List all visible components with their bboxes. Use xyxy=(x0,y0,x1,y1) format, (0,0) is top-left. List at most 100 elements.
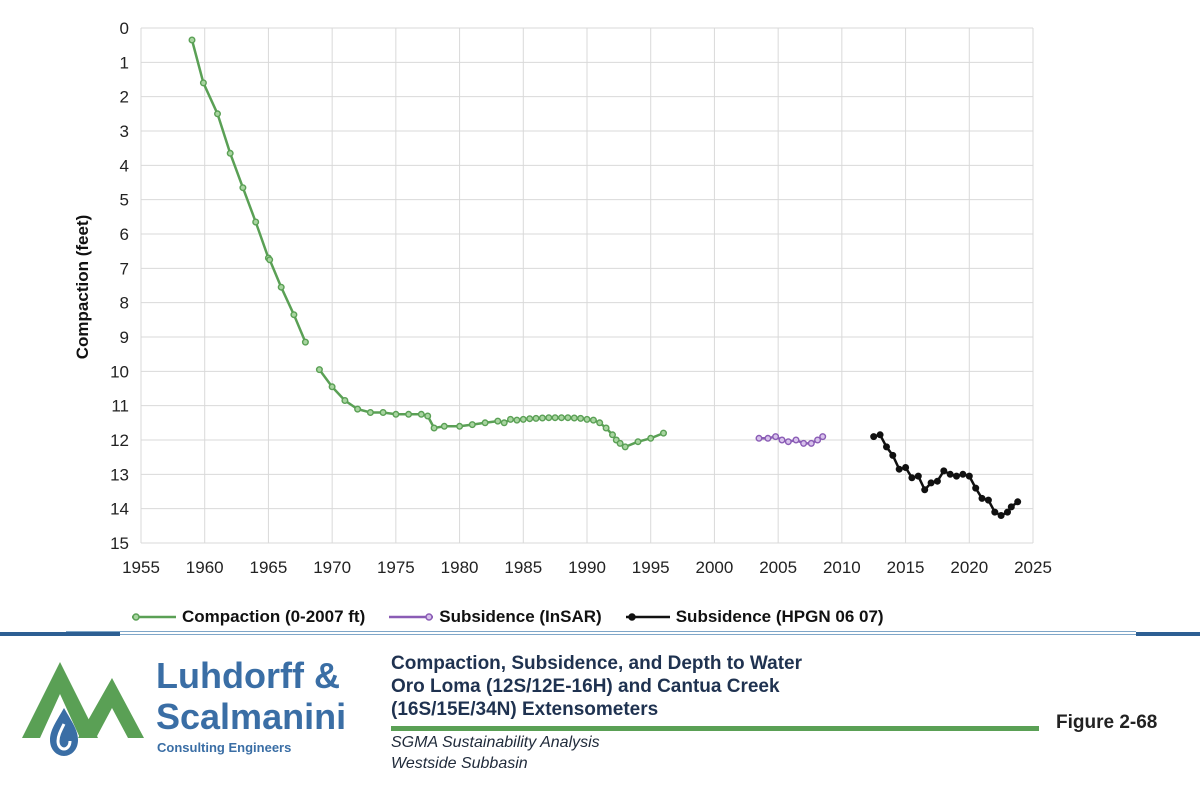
data-point xyxy=(764,434,772,442)
data-point xyxy=(456,422,464,430)
data-point xyxy=(946,470,954,478)
figure-title: Compaction, Subsidence, and Depth to Wat… xyxy=(391,652,802,721)
data-point xyxy=(972,484,980,492)
data-point xyxy=(596,419,604,427)
data-point xyxy=(507,415,515,423)
data-point xyxy=(902,464,910,472)
logo-text-line2: Scalmanini xyxy=(156,696,347,737)
data-point xyxy=(660,429,668,437)
data-point xyxy=(647,434,655,442)
data-point xyxy=(417,410,425,418)
data-point xyxy=(213,110,221,118)
data-point xyxy=(226,149,234,157)
y-tick-label: 14 xyxy=(110,500,129,519)
divider-right xyxy=(1136,632,1200,636)
data-point xyxy=(379,409,387,417)
y-tick-label: 2 xyxy=(120,88,129,107)
data-point xyxy=(589,416,597,424)
y-tick-label: 0 xyxy=(120,19,129,38)
logo-text-line1: Luhdorff & xyxy=(156,655,340,696)
series-layer xyxy=(188,36,1022,520)
legend: Compaction (0-2007 ft) Subsidence (InSAR… xyxy=(130,604,1050,630)
grid xyxy=(140,27,1034,544)
data-point xyxy=(494,417,502,425)
logo-text-line3: Consulting Engineers xyxy=(157,740,292,755)
x-tick-label: 2010 xyxy=(823,558,861,577)
data-point xyxy=(341,397,349,405)
data-point xyxy=(315,366,323,374)
legend-swatch-insar xyxy=(389,613,434,621)
y-axis-label: Compaction (feet) xyxy=(73,215,92,360)
figure-title-line: Compaction, Subsidence, and Depth to Wat… xyxy=(391,653,802,674)
data-point xyxy=(609,431,617,439)
series-1 xyxy=(755,433,827,447)
figure-subtitle-line: SGMA Sustainability Analysis xyxy=(391,734,600,751)
data-point xyxy=(876,431,884,439)
data-point xyxy=(953,472,961,480)
data-point xyxy=(481,419,489,427)
y-tick-label: 11 xyxy=(111,397,129,416)
data-point xyxy=(577,414,585,422)
x-tick-label: 1985 xyxy=(504,558,542,577)
y-tick-label: 13 xyxy=(110,465,129,484)
legend-swatch-compaction xyxy=(132,613,176,621)
x-tick-label: 1980 xyxy=(441,558,479,577)
divider-left xyxy=(0,632,120,636)
x-tick-label: 1995 xyxy=(632,558,670,577)
figure-subtitle-line: Westside Subbasin xyxy=(391,755,528,772)
data-point xyxy=(807,439,815,447)
data-point xyxy=(583,415,591,423)
divider-thin xyxy=(66,631,1136,632)
data-point xyxy=(392,410,400,418)
data-point xyxy=(424,412,432,420)
series-line xyxy=(759,435,824,445)
data-point xyxy=(301,338,309,346)
data-point xyxy=(933,477,941,485)
x-tick-label: 1975 xyxy=(377,558,415,577)
y-tick-label: 4 xyxy=(120,156,129,175)
data-point xyxy=(277,283,285,291)
data-point xyxy=(1014,498,1022,506)
x-tick-label: 1970 xyxy=(313,558,351,577)
figure-subtitle: SGMA Sustainability Analysis Westside Su… xyxy=(391,732,600,774)
data-point xyxy=(328,383,336,391)
data-point xyxy=(621,443,629,451)
data-point xyxy=(895,465,903,473)
legend-label-insar: Subsidence (InSAR) xyxy=(439,607,602,626)
legend-swatch-hpgn xyxy=(625,613,670,621)
divider-mid xyxy=(120,634,1136,635)
data-point xyxy=(513,416,521,424)
data-point xyxy=(914,472,922,480)
data-point xyxy=(908,474,916,482)
data-point xyxy=(814,436,822,444)
x-tick-label: 1960 xyxy=(186,558,224,577)
data-point xyxy=(792,436,800,444)
y-tick-label: 6 xyxy=(120,225,129,244)
data-point xyxy=(545,414,553,422)
y-tick-label: 5 xyxy=(120,191,129,210)
data-point xyxy=(870,433,878,441)
legend-label-compaction: Compaction (0-2007 ft) xyxy=(182,607,366,626)
data-point xyxy=(965,472,973,480)
data-point xyxy=(519,415,527,423)
x-tick-label: 2005 xyxy=(759,558,797,577)
data-point xyxy=(366,409,374,417)
x-tick-label: 2025 xyxy=(1014,558,1052,577)
y-tick-label: 8 xyxy=(120,294,129,313)
data-point xyxy=(199,79,207,87)
data-point xyxy=(921,486,929,494)
data-point xyxy=(440,422,448,430)
data-point xyxy=(984,496,992,504)
data-point xyxy=(290,311,298,319)
y-tick-label: 1 xyxy=(120,53,129,72)
series-0 xyxy=(188,36,668,451)
x-tick-label: 1990 xyxy=(568,558,606,577)
data-point xyxy=(532,414,540,422)
x-tick-label: 2020 xyxy=(950,558,988,577)
data-point xyxy=(819,433,827,441)
data-point xyxy=(354,405,362,413)
y-tick-label: 15 xyxy=(110,534,129,553)
data-point xyxy=(266,256,274,264)
data-point xyxy=(889,451,897,459)
